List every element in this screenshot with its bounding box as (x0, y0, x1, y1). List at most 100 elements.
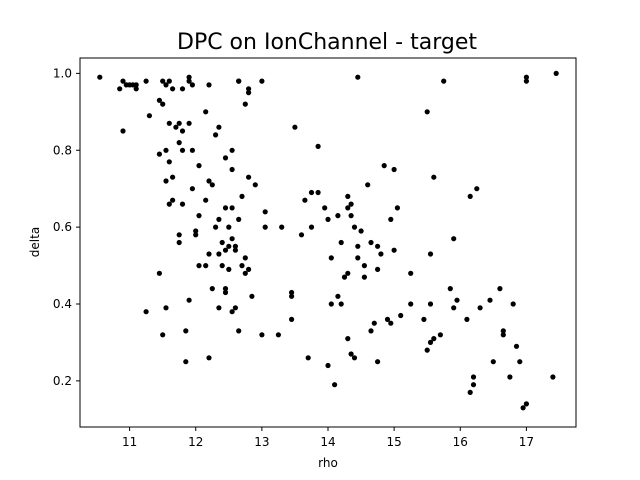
data-point (196, 163, 202, 169)
x-tick-label: 12 (188, 435, 203, 449)
data-point (166, 159, 172, 165)
data-point (553, 70, 559, 76)
data-point (120, 128, 126, 134)
data-point (213, 224, 219, 230)
data-point (368, 239, 374, 246)
data-point (341, 274, 348, 280)
data-point (226, 266, 232, 272)
data-point (384, 316, 391, 322)
data-point (358, 228, 364, 234)
data-point (156, 97, 162, 103)
data-point (216, 124, 222, 130)
data-point (427, 301, 434, 307)
data-point (259, 78, 265, 84)
data-point (355, 243, 361, 249)
data-point (143, 78, 149, 84)
data-point (308, 224, 315, 230)
data-point (163, 305, 169, 311)
data-point (179, 128, 186, 134)
data-point (490, 359, 496, 365)
x-tick-label: 11 (122, 435, 137, 449)
data-point (203, 197, 209, 203)
data-point (375, 266, 381, 272)
data-point (424, 347, 430, 353)
y-axis-ticks: 0.2 0.4 0.6 0.8 1.0 (53, 66, 80, 388)
data-point (292, 124, 298, 130)
data-point (298, 232, 305, 238)
data-point (229, 147, 235, 153)
data-point (219, 263, 225, 269)
data-point (193, 232, 199, 238)
data-point (262, 209, 268, 215)
data-point (388, 320, 394, 326)
data-point (381, 163, 387, 169)
data-point (143, 309, 149, 315)
data-point (259, 332, 265, 338)
data-point (232, 243, 238, 249)
data-point (365, 182, 371, 188)
data-point (193, 228, 199, 234)
data-point (431, 174, 437, 180)
data-point (302, 197, 308, 203)
x-axis-ticks: 11 12 13 14 15 16 17 (122, 427, 534, 449)
data-point (222, 205, 229, 211)
data-point (517, 359, 523, 365)
data-point (523, 78, 530, 84)
data-point (222, 289, 229, 296)
data-point (464, 316, 470, 322)
data-point (170, 174, 176, 180)
data-point (166, 201, 172, 207)
data-point (206, 82, 212, 88)
data-point (315, 189, 321, 196)
data-point (447, 286, 453, 292)
data-point (117, 86, 123, 92)
data-point (388, 216, 394, 222)
data-point (229, 166, 235, 173)
data-point (133, 86, 139, 92)
x-axis-label: rho (318, 456, 338, 470)
data-point (232, 305, 238, 311)
data-point (236, 78, 242, 84)
data-point (513, 343, 520, 349)
data-point (216, 305, 222, 311)
data-point (289, 293, 295, 299)
data-point (398, 312, 404, 319)
data-point (213, 132, 219, 138)
data-point (427, 251, 434, 257)
data-point (246, 174, 252, 180)
data-point (222, 286, 229, 292)
data-point (361, 274, 367, 280)
data-point (345, 336, 351, 342)
data-point (226, 224, 232, 230)
data-point (176, 140, 182, 146)
data-point (375, 359, 381, 365)
data-point (203, 109, 209, 115)
data-point (206, 355, 212, 361)
data-point (427, 339, 434, 345)
data-point (229, 205, 235, 211)
data-point (229, 309, 235, 315)
data-point (500, 332, 506, 338)
data-point (345, 205, 351, 211)
data-point (196, 213, 202, 219)
y-tick-label: 0.8 (53, 143, 72, 157)
data-point (348, 213, 354, 219)
data-point (219, 239, 225, 246)
x-tick-label: 16 (453, 435, 468, 449)
data-point (431, 336, 437, 342)
data-point (338, 239, 344, 246)
data-point (355, 255, 361, 261)
data-point (120, 78, 126, 84)
data-point (451, 305, 457, 311)
data-point (348, 351, 354, 357)
data-point (338, 301, 344, 307)
y-tick-label: 0.4 (53, 297, 72, 311)
data-point (262, 224, 268, 230)
data-point (523, 401, 530, 407)
data-point (209, 182, 215, 188)
data-point (176, 232, 182, 238)
data-point (209, 286, 215, 292)
data-point (470, 374, 477, 380)
data-point (289, 316, 295, 322)
